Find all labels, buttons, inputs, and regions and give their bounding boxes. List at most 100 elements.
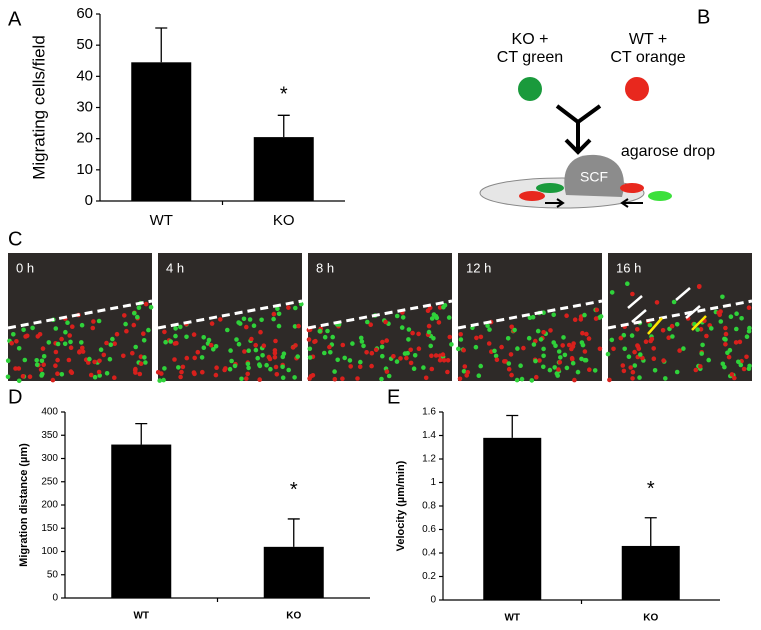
- cell: [214, 365, 219, 371]
- panel-label: A: [8, 8, 22, 30]
- cell: [172, 341, 178, 346]
- cell: [332, 376, 338, 382]
- cell: [114, 331, 120, 337]
- cell: [16, 366, 22, 371]
- cell: [594, 307, 600, 313]
- cell: [564, 313, 569, 319]
- y-tick-label: 0: [85, 192, 93, 209]
- cell: [630, 376, 635, 381]
- cell: [408, 347, 414, 353]
- cell: [218, 317, 223, 322]
- cell: [609, 337, 615, 343]
- cell: [192, 371, 197, 377]
- cell: [258, 329, 263, 335]
- cell: [681, 346, 686, 351]
- cell: [5, 374, 11, 380]
- cell: [722, 336, 727, 342]
- cell: [355, 376, 360, 381]
- cell: [473, 344, 479, 350]
- cell: [104, 340, 109, 346]
- cell: [458, 337, 464, 342]
- cell: [272, 355, 278, 360]
- cell: [53, 349, 59, 355]
- panel-label: B: [697, 6, 710, 28]
- frame-label: 4 h: [166, 260, 184, 275]
- cell: [651, 346, 656, 351]
- cell: [632, 363, 638, 368]
- cell: [359, 339, 365, 344]
- cell: [69, 370, 75, 376]
- cell: [179, 369, 184, 375]
- frame-label: 16 h: [616, 260, 641, 275]
- annotation: *: [280, 84, 288, 106]
- cell: [290, 345, 296, 350]
- cell: [136, 305, 142, 311]
- cell: [561, 335, 566, 340]
- cell: [541, 346, 546, 352]
- cell: [40, 346, 46, 351]
- cell: [201, 345, 207, 351]
- cell: [98, 347, 104, 353]
- cell: [16, 346, 22, 351]
- cell: [406, 337, 411, 342]
- cell: [55, 371, 60, 377]
- cell: [77, 350, 82, 355]
- cell: [630, 291, 635, 297]
- diagram: KO + CT green WT + CT orange SCF agarose…: [479, 31, 715, 209]
- cell: [558, 355, 563, 360]
- y-tick-label: 0: [52, 593, 58, 604]
- cell: [441, 358, 447, 363]
- cell: [425, 308, 431, 314]
- cell: [191, 332, 197, 337]
- cell: [640, 355, 645, 361]
- cell: [46, 340, 52, 345]
- cell: [536, 183, 564, 193]
- cell: [541, 353, 546, 359]
- cell: [461, 369, 467, 374]
- cell: [437, 305, 443, 310]
- x-tick-label: KO: [643, 613, 658, 624]
- cell: [529, 378, 535, 383]
- cell: [123, 321, 128, 327]
- frame-label: 8 h: [316, 260, 334, 275]
- agarose-drop: [564, 154, 624, 197]
- cell: [593, 316, 599, 321]
- cell: [245, 371, 250, 377]
- cell: [322, 334, 328, 340]
- cell: [261, 343, 267, 349]
- cell: [582, 312, 587, 318]
- cell: [556, 349, 562, 354]
- cell: [310, 373, 316, 378]
- cell: [620, 363, 626, 368]
- cell: [621, 332, 627, 338]
- y-tick-label: 1.6: [422, 407, 436, 418]
- cell: [96, 369, 102, 375]
- front-line: [307, 299, 453, 330]
- cell: [670, 334, 675, 339]
- cell: [462, 364, 468, 369]
- cell: [486, 341, 492, 346]
- cell: [249, 336, 254, 342]
- cell: [368, 322, 374, 328]
- cell: [671, 299, 677, 305]
- cell: [280, 375, 286, 381]
- cell: [693, 367, 699, 373]
- cell: [434, 315, 440, 321]
- cell: [583, 357, 589, 363]
- cell: [130, 350, 135, 356]
- cell: [296, 323, 301, 329]
- bar: [253, 137, 314, 201]
- cell: [146, 327, 151, 333]
- cell: [607, 377, 612, 383]
- cell: [163, 339, 168, 345]
- cell: [391, 354, 396, 359]
- cell: [582, 349, 588, 354]
- cell: [211, 347, 216, 352]
- cell: [142, 355, 147, 360]
- merge-arrow: [555, 104, 602, 150]
- cell: [259, 317, 264, 323]
- cell: [66, 357, 72, 363]
- cell: [340, 376, 345, 382]
- cell: [611, 346, 616, 352]
- cell: [274, 372, 280, 377]
